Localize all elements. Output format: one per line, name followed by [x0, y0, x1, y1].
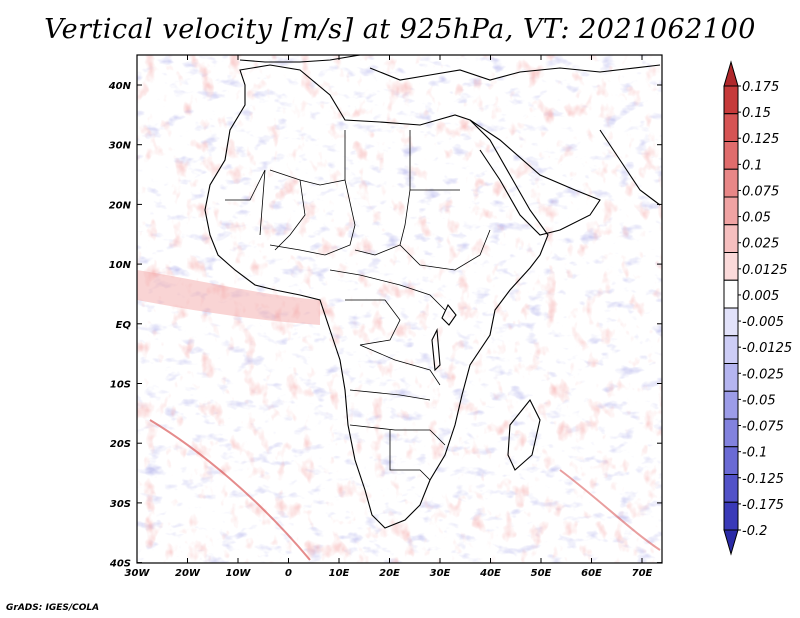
colorbar-label: -0.075 [742, 420, 784, 435]
lon-label: 20E [379, 568, 400, 579]
colorbar-label: -0.125 [742, 472, 784, 487]
map-title: Vertical velocity [m/s] at 925hPa, VT: 2… [44, 14, 756, 45]
colorbar-segment [723, 474, 739, 503]
longitude-axis: 30W 20W 10W 0 10E 20E 30E 40E 50E 60E 70E [125, 55, 653, 579]
lon-label: 60E [581, 568, 602, 579]
plot-frame [136, 54, 663, 564]
colorbar-min-arrow [723, 529, 739, 556]
colorbar-segment [723, 279, 739, 309]
lon-label: 10W [226, 568, 252, 579]
colorbar-segment [723, 168, 739, 198]
colorbar-segment [723, 446, 739, 475]
colorbar-label: 0.025 [742, 237, 779, 252]
lon-label: 40E [479, 568, 501, 579]
country-borders [225, 130, 491, 481]
colorbar-segment [723, 113, 739, 142]
colorbar-label: 0.0125 [742, 263, 788, 278]
lon-label: 30E [430, 568, 451, 579]
colorbar-label: -0.005 [742, 315, 784, 330]
colorbar-segment [723, 252, 739, 281]
colorbar: 0.175 0.15 0.125 0.1 0.075 0.05 0.025 0.0125 0.0… [723, 60, 792, 556]
colorbar-label: -0.05 [742, 393, 776, 408]
colorbar-segment [723, 390, 739, 420]
colorbar-label: -0.025 [742, 367, 784, 382]
lat-label: 20N [109, 200, 132, 211]
lon-label: 0 [285, 568, 292, 579]
lat-label: 10S [110, 380, 131, 391]
colorbar-segment [723, 196, 739, 226]
colorbar-label: 0.005 [742, 289, 779, 304]
colorbar-label: -0.175 [742, 498, 784, 513]
lat-label: 40S [109, 559, 131, 570]
latitude-axis: 40N 30N 20N 10N EQ 10S 20S 30S 40S [108, 81, 662, 570]
lat-label: 20S [110, 439, 131, 450]
colorbar-label: 0.05 [742, 211, 771, 226]
colorbar-max-arrow [723, 60, 739, 87]
colorbar-label: 0.125 [742, 132, 779, 147]
colorbar-segment [723, 141, 739, 170]
lon-label: 50E [531, 568, 552, 579]
colorbar-label: 0.15 [742, 106, 771, 121]
lat-label: 30S [110, 499, 131, 510]
lat-label: EQ [116, 320, 132, 331]
colorbar-label: -0.2 [742, 524, 767, 539]
colorbar-segment [723, 85, 739, 115]
lon-label: 70E [632, 568, 653, 579]
grads-credit: GrADS: IGES/COLA [6, 603, 100, 613]
lon-label: 20W [175, 568, 201, 579]
colorbar-segment [723, 418, 739, 448]
colorbar-label: -0.0125 [742, 341, 792, 356]
colorbar-label: 0.175 [742, 80, 779, 95]
colorbar-label: 0.075 [742, 184, 779, 199]
colorbar-label: -0.1 [742, 446, 767, 461]
lat-label: 40N [108, 81, 132, 92]
lat-label: 10N [109, 260, 132, 271]
coastlines [204, 55, 661, 529]
colorbar-segment [723, 335, 739, 364]
colorbar-segment [723, 501, 739, 531]
lon-label: 10E [329, 568, 350, 579]
lon-label: 30W [125, 568, 151, 579]
colorbar-label: 0.1 [742, 158, 763, 173]
colorbar-segment [723, 307, 739, 337]
velocity-field [137, 55, 662, 563]
colorbar-segment [723, 224, 739, 253]
lat-label: 30N [109, 141, 132, 152]
colorbar-segment [723, 363, 739, 392]
